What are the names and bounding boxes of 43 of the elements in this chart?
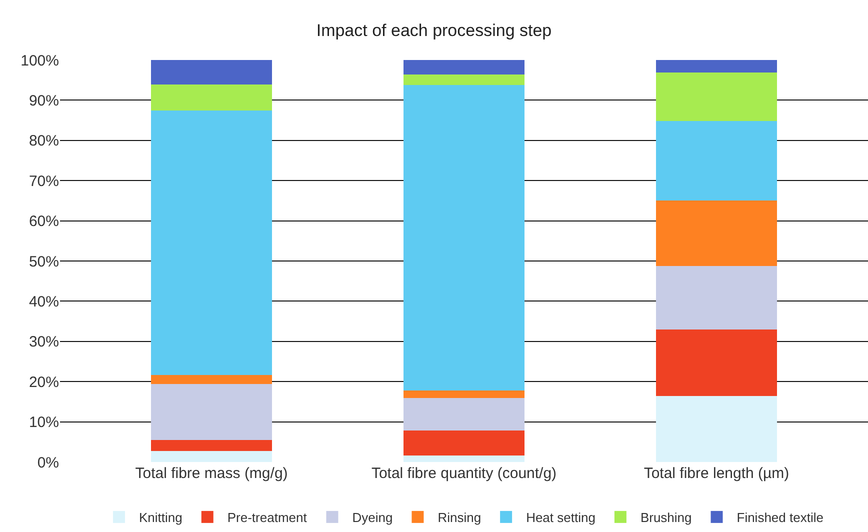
legend-label: Knitting — [139, 510, 182, 526]
y-tick-label: 50% — [28, 253, 59, 270]
chart-title: Impact of each processing step — [316, 20, 552, 40]
bar — [403, 430, 525, 456]
bar — [656, 121, 778, 201]
bar — [656, 266, 778, 330]
bar — [403, 390, 525, 398]
bar — [150, 110, 272, 376]
y-tick-label: 20% — [28, 374, 59, 391]
legend-label: Rinsing — [438, 510, 482, 526]
y-tick-label: 80% — [28, 132, 59, 150]
y-tick-label: 30% — [28, 334, 59, 351]
legend-label: Finished textile — [736, 510, 824, 526]
legend-label: Dyeing — [352, 510, 393, 526]
y-tick-label: 40% — [28, 293, 59, 310]
y-tick-label: 10% — [28, 414, 59, 432]
bar — [656, 330, 778, 396]
x-tick-label: Total fibre mass (mg/g) — [135, 465, 288, 482]
bar — [403, 456, 525, 462]
bar — [656, 72, 778, 122]
legend-label: Pre-treatment — [227, 510, 308, 526]
bar — [150, 60, 272, 85]
y-tick-label: 70% — [28, 172, 59, 190]
legend-label: Brushing — [640, 510, 692, 526]
x-tick-label: Total fibre length (µm) — [644, 465, 790, 482]
y-tick-label: 100% — [20, 52, 59, 70]
y-tick-label: 90% — [28, 92, 59, 110]
bar — [656, 60, 778, 72]
x-tick-label: Total fibre quantity (count/g) — [371, 465, 557, 482]
bar — [656, 200, 778, 266]
bar — [150, 451, 272, 462]
bar — [403, 60, 525, 74]
y-tick-label: 60% — [28, 213, 59, 230]
bar — [403, 74, 525, 85]
bar — [656, 396, 778, 462]
bar — [403, 84, 525, 390]
bar — [150, 440, 272, 452]
bar — [150, 384, 272, 440]
bar — [150, 375, 272, 384]
bar — [150, 84, 272, 111]
y-tick-label: 0% — [37, 454, 59, 472]
legend-label: Heat setting — [526, 510, 596, 526]
bar — [403, 398, 525, 431]
